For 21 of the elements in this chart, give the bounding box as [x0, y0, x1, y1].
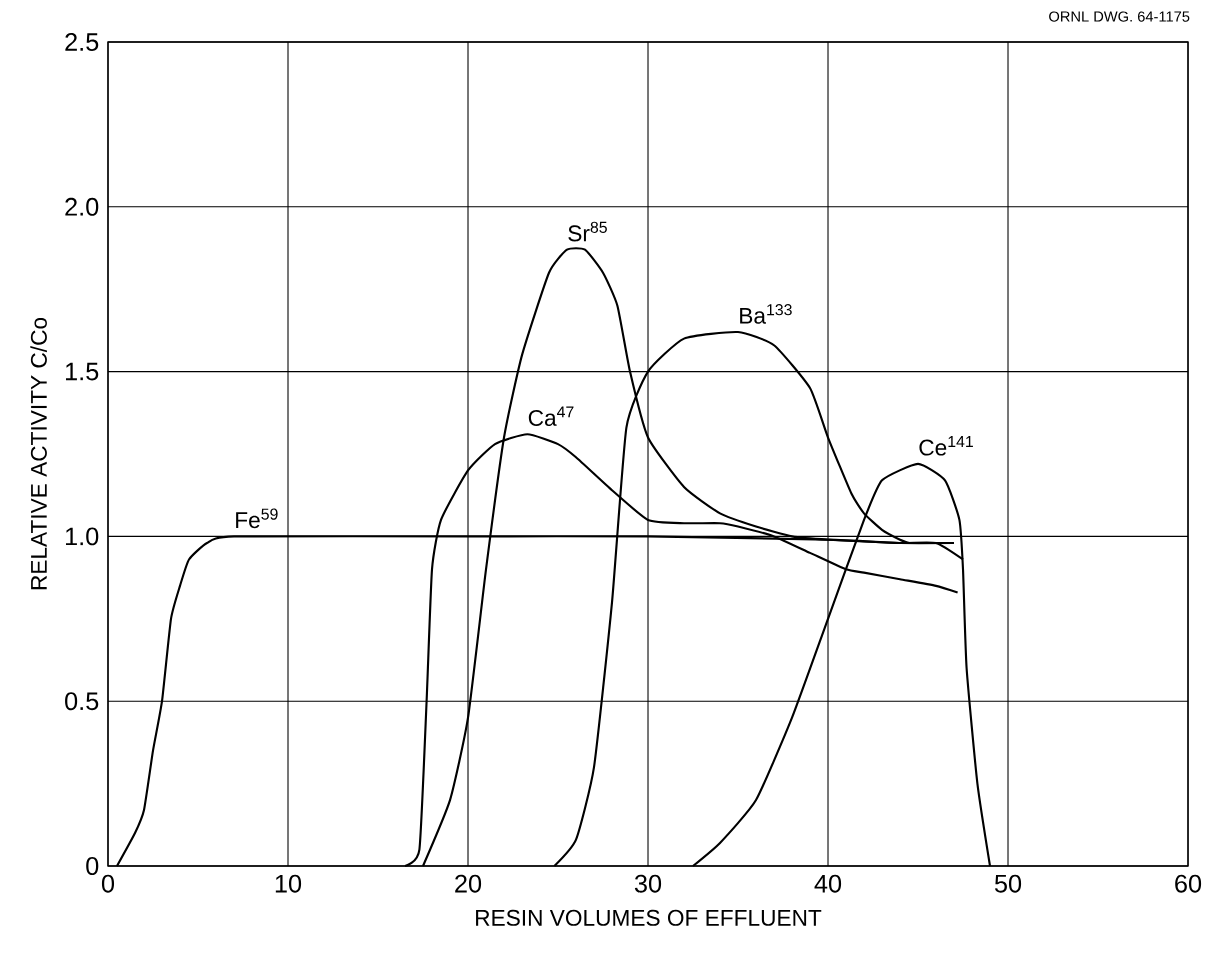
- series-label: Ba$^{133}$: [740, 304, 792, 324]
- x-tick-label: 50: [994, 874, 1022, 893]
- series-label: Sr$^{85}$: [568, 221, 607, 242]
- x-axis-title: RESIN VOLUMES OF EFFLUENT: [476, 909, 822, 926]
- y-tick-label: 1.0: [66, 527, 99, 546]
- y-tick-label: 1.5: [66, 362, 99, 381]
- y-tick-label: 2.5: [65, 33, 99, 51]
- series-label: Fe$^{59}$: [236, 508, 278, 529]
- series-label: Ce$^{141}$: [919, 436, 973, 456]
- y-tick-label: 0.5: [65, 692, 99, 711]
- x-tick-label: 60: [1175, 874, 1202, 893]
- y-axis-title: RELATIVE ACTIVITY C/Co: [30, 317, 47, 590]
- y-tick-label: 0: [86, 857, 99, 875]
- series-label: Ca$^{47}$: [528, 406, 574, 426]
- y-tick-label: 2.0: [65, 197, 99, 216]
- x-tick-label: 30: [634, 874, 662, 893]
- x-tick-label: 0: [101, 874, 115, 893]
- text: ORNL DWG. 64-1175: [1049, 11, 1190, 22]
- x-tick-label: 20: [455, 874, 482, 893]
- x-tick-label: 40: [814, 874, 842, 893]
- x-tick-label: 10: [275, 874, 302, 893]
